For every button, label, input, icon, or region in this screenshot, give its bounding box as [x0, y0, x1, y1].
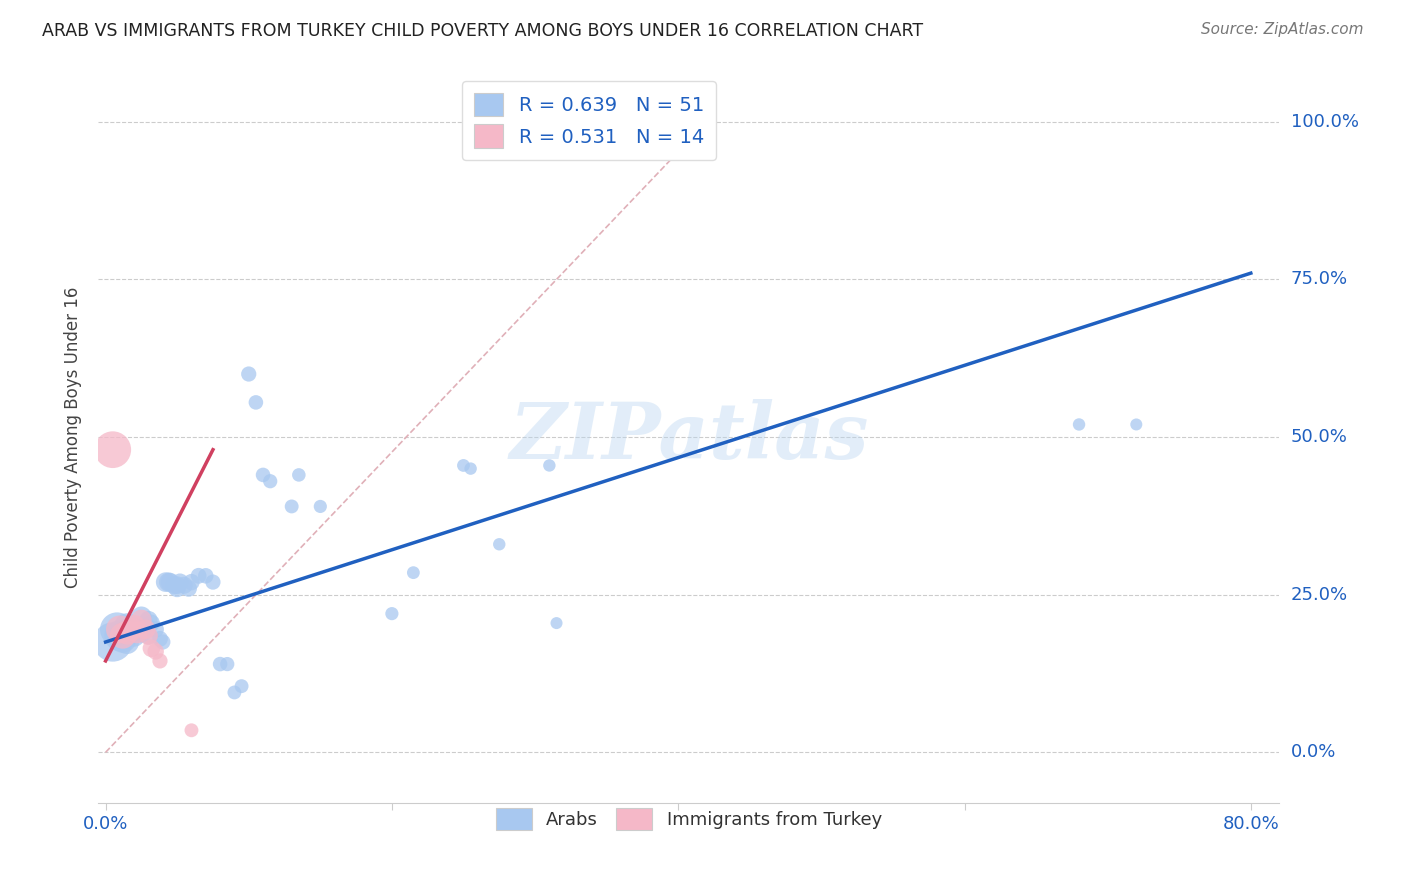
Point: [157, 575, 180, 590]
Point: [166, 582, 188, 596]
Point: [252, 467, 274, 482]
Point: [187, 569, 209, 583]
Point: [105, 623, 128, 637]
Point: [149, 632, 172, 646]
Point: [209, 657, 232, 671]
Point: [101, 635, 124, 649]
Point: [224, 685, 246, 699]
Point: [288, 467, 311, 482]
Text: 75.0%: 75.0%: [1291, 270, 1348, 288]
Point: [131, 613, 153, 627]
Point: [259, 474, 281, 488]
Point: [159, 575, 181, 590]
Text: ZIPatlas: ZIPatlas: [509, 399, 869, 475]
Point: [169, 575, 191, 590]
Point: [163, 578, 186, 592]
Point: [122, 629, 145, 643]
Point: [145, 623, 167, 637]
Point: [309, 500, 332, 514]
Point: [180, 723, 202, 738]
Point: [460, 461, 482, 475]
Point: [135, 623, 157, 637]
Point: [122, 619, 145, 633]
Legend: Arabs, Immigrants from Turkey: Arabs, Immigrants from Turkey: [488, 801, 890, 838]
Point: [194, 569, 217, 583]
Point: [120, 623, 142, 637]
Point: [115, 619, 138, 633]
Point: [120, 623, 142, 637]
Point: [546, 616, 568, 631]
Text: 50.0%: 50.0%: [1291, 428, 1347, 446]
Point: [538, 458, 561, 473]
Point: [149, 654, 172, 668]
Point: [125, 625, 148, 640]
Point: [108, 623, 131, 637]
Text: 25.0%: 25.0%: [1291, 586, 1348, 604]
Point: [245, 395, 267, 409]
Text: ARAB VS IMMIGRANTS FROM TURKEY CHILD POVERTY AMONG BOYS UNDER 16 CORRELATION CHA: ARAB VS IMMIGRANTS FROM TURKEY CHILD POV…: [42, 22, 924, 40]
Point: [138, 629, 160, 643]
Point: [138, 613, 160, 627]
Point: [201, 575, 224, 590]
Point: [453, 458, 475, 473]
Point: [1125, 417, 1147, 432]
Text: Source: ZipAtlas.com: Source: ZipAtlas.com: [1201, 22, 1364, 37]
Point: [145, 644, 167, 658]
Point: [131, 625, 153, 640]
Point: [381, 607, 404, 621]
Point: [173, 578, 195, 592]
Point: [111, 632, 134, 646]
Point: [135, 619, 157, 633]
Point: [166, 578, 188, 592]
Point: [115, 625, 138, 640]
Point: [152, 635, 174, 649]
Point: [115, 635, 138, 649]
Point: [141, 641, 163, 656]
Point: [231, 679, 253, 693]
Point: [280, 500, 302, 514]
Point: [101, 442, 124, 457]
Point: [1067, 417, 1090, 432]
Point: [155, 575, 177, 590]
Point: [402, 566, 425, 580]
Point: [180, 575, 202, 590]
Point: [108, 629, 131, 643]
Text: 0.0%: 0.0%: [1291, 743, 1336, 762]
Point: [238, 367, 260, 381]
Point: [138, 629, 160, 643]
Point: [131, 609, 153, 624]
Point: [488, 537, 510, 551]
Point: [177, 582, 200, 596]
Point: [111, 629, 134, 643]
Y-axis label: Child Poverty Among Boys Under 16: Child Poverty Among Boys Under 16: [65, 286, 83, 588]
Point: [217, 657, 239, 671]
Text: 100.0%: 100.0%: [1291, 112, 1358, 131]
Point: [141, 616, 163, 631]
Point: [125, 623, 148, 637]
